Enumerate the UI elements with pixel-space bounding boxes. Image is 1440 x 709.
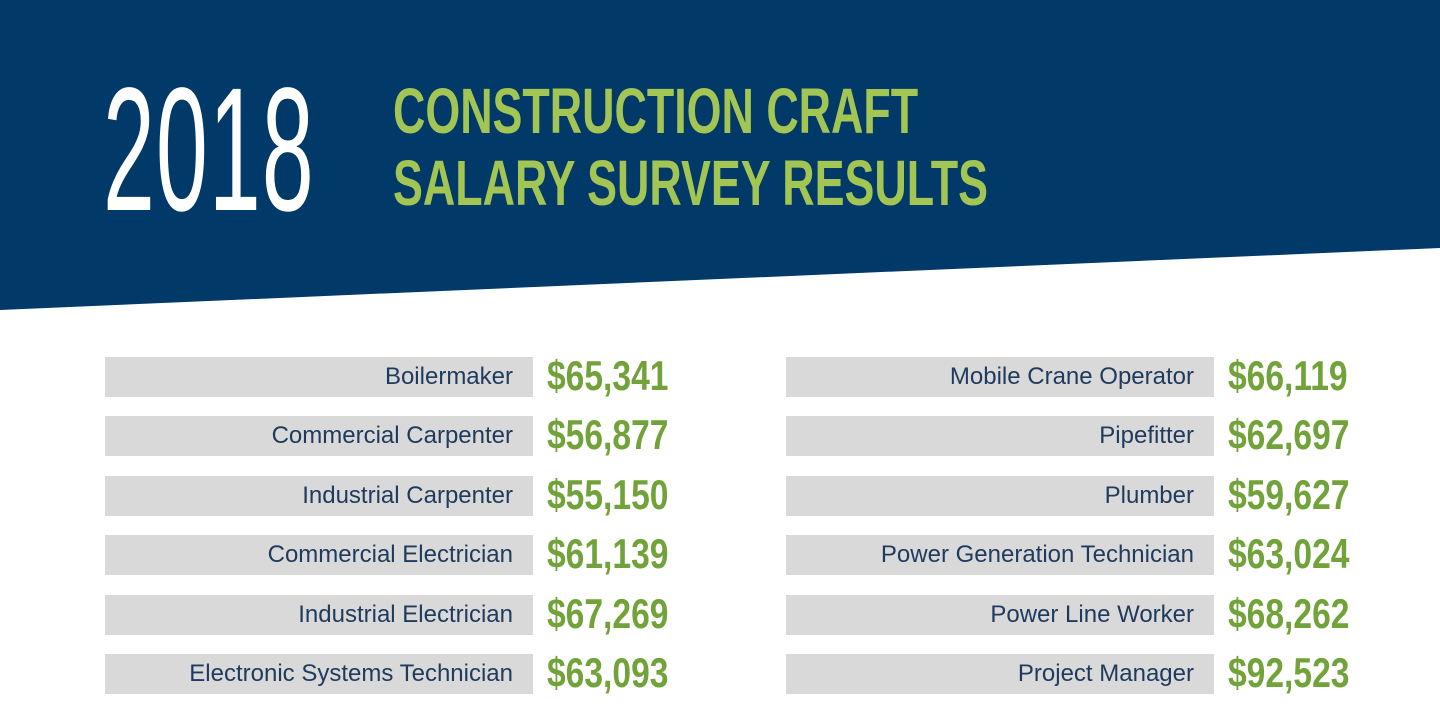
salary-value: $92,523: [1228, 649, 1350, 696]
craft-label: Plumber: [786, 476, 1214, 516]
craft-label: Industrial Electrician: [105, 595, 533, 635]
salary-value: $62,697: [1228, 411, 1350, 458]
salary-value: $65,341: [547, 352, 669, 399]
salary-value: $66,119: [1228, 352, 1348, 399]
craft-label: Mobile Crane Operator: [786, 357, 1214, 397]
craft-label: Commercial Electrician: [105, 535, 533, 575]
salary-value: $56,877: [547, 411, 669, 458]
craft-label: Power Line Worker: [786, 595, 1214, 635]
banner-shape: [0, 0, 1440, 310]
craft-label: Pipefitter: [786, 416, 1214, 456]
salary-value: $63,024: [1228, 530, 1350, 577]
craft-label: Project Manager: [786, 654, 1214, 694]
salary-value: $68,262: [1228, 590, 1350, 637]
title-line-1: CONSTRUCTION CRAFT: [393, 75, 919, 147]
title-line-2: SALARY SURVEY RESULTS: [393, 147, 988, 219]
craft-label: Electronic Systems Technician: [105, 654, 533, 694]
salary-value: $59,627: [1228, 471, 1350, 518]
craft-label: Boilermaker: [105, 357, 533, 397]
salary-value: $55,150: [547, 471, 669, 518]
salary-value: $67,269: [547, 590, 669, 637]
craft-label: Commercial Carpenter: [105, 416, 533, 456]
salary-value: $61,139: [547, 530, 669, 577]
salary-value: $63,093: [547, 649, 669, 696]
craft-label: Industrial Carpenter: [105, 476, 533, 516]
survey-year: 2018: [103, 52, 315, 248]
craft-label: Power Generation Technician: [786, 535, 1214, 575]
